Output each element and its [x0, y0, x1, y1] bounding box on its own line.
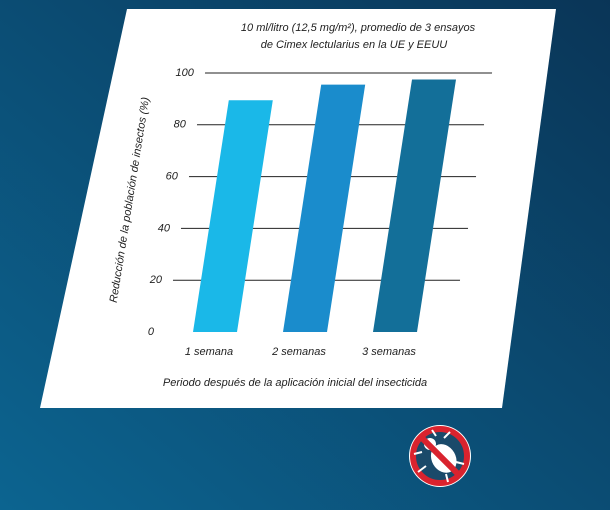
bar	[283, 84, 366, 332]
y-tick-label: 60	[166, 171, 179, 183]
plot	[172, 72, 493, 332]
y-tick-label: 20	[149, 274, 163, 286]
y-tick-label: 80	[174, 119, 187, 131]
bar	[373, 79, 457, 332]
x-tick-label: 1 semana	[185, 346, 233, 358]
x-axis-label: Periodo después de la aplicación inicial…	[163, 377, 427, 389]
x-tick-label: 3 semanas	[362, 346, 416, 358]
bar	[193, 100, 273, 332]
title-line: de Cimex lectularius en la UE y EEUU	[261, 39, 448, 51]
y-tick-label: 0	[148, 326, 155, 338]
y-tick-label: 40	[158, 222, 171, 234]
title-line: 10 ml/litro (12,5 mg/m²), promedio de 3 …	[241, 22, 476, 34]
y-tick-label: 100	[176, 67, 195, 79]
x-tick-label: 2 semanas	[271, 346, 326, 358]
bedbug-icon	[409, 425, 471, 487]
